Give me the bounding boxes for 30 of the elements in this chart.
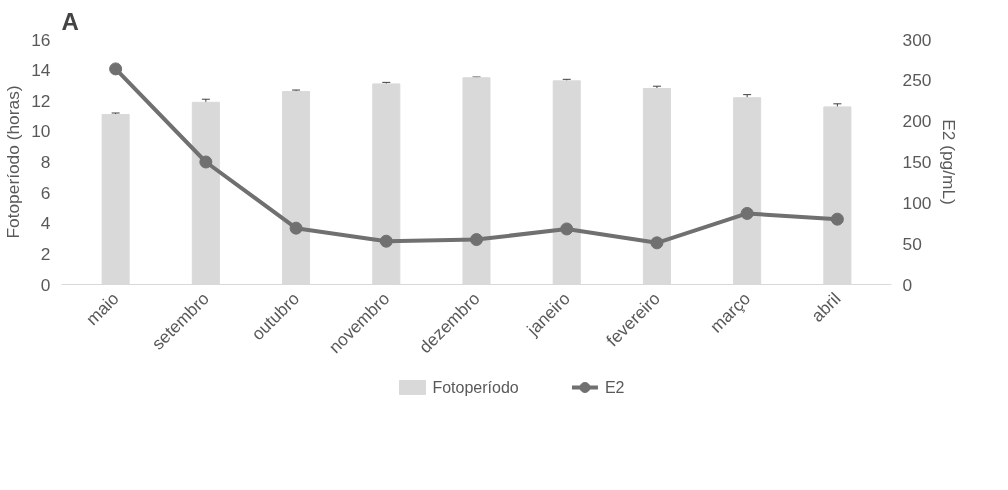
y-tick-label: 4 <box>40 213 51 234</box>
y-tick-label: 16 <box>31 29 51 50</box>
point <box>470 233 483 247</box>
y2-tick-label: 300 <box>902 29 932 50</box>
y-tick-label: 6 <box>40 182 51 203</box>
point <box>650 236 664 250</box>
legend-label: Fotoperíodo <box>432 379 519 396</box>
y-tick-label: 10 <box>31 121 51 142</box>
y2-tick-label: 50 <box>902 233 922 254</box>
y2-axis-title: E2 (pg/mL) <box>939 119 960 205</box>
y-tick-label: 12 <box>31 90 51 111</box>
legend-label: E2 <box>604 379 625 396</box>
y-tick-label: 0 <box>40 274 51 295</box>
y2-tick-label: 250 <box>902 70 932 91</box>
y2-tick-label: 0 <box>902 274 913 295</box>
point <box>289 221 303 235</box>
y-tick-label: 14 <box>31 60 51 81</box>
point <box>199 155 213 169</box>
point <box>830 212 844 226</box>
y2-tick-label: 100 <box>902 192 932 213</box>
y-tick-label: 2 <box>40 243 51 264</box>
y2-tick-label: 150 <box>902 152 932 172</box>
y-axis-title: Fotoperíodo (horas) <box>3 85 24 239</box>
chart-title: A <box>61 7 79 35</box>
y2-tick-label: 200 <box>902 111 932 132</box>
y-tick-label: 8 <box>40 152 51 172</box>
point <box>109 62 123 76</box>
point <box>560 222 574 236</box>
point <box>379 234 393 248</box>
point <box>740 206 754 220</box>
